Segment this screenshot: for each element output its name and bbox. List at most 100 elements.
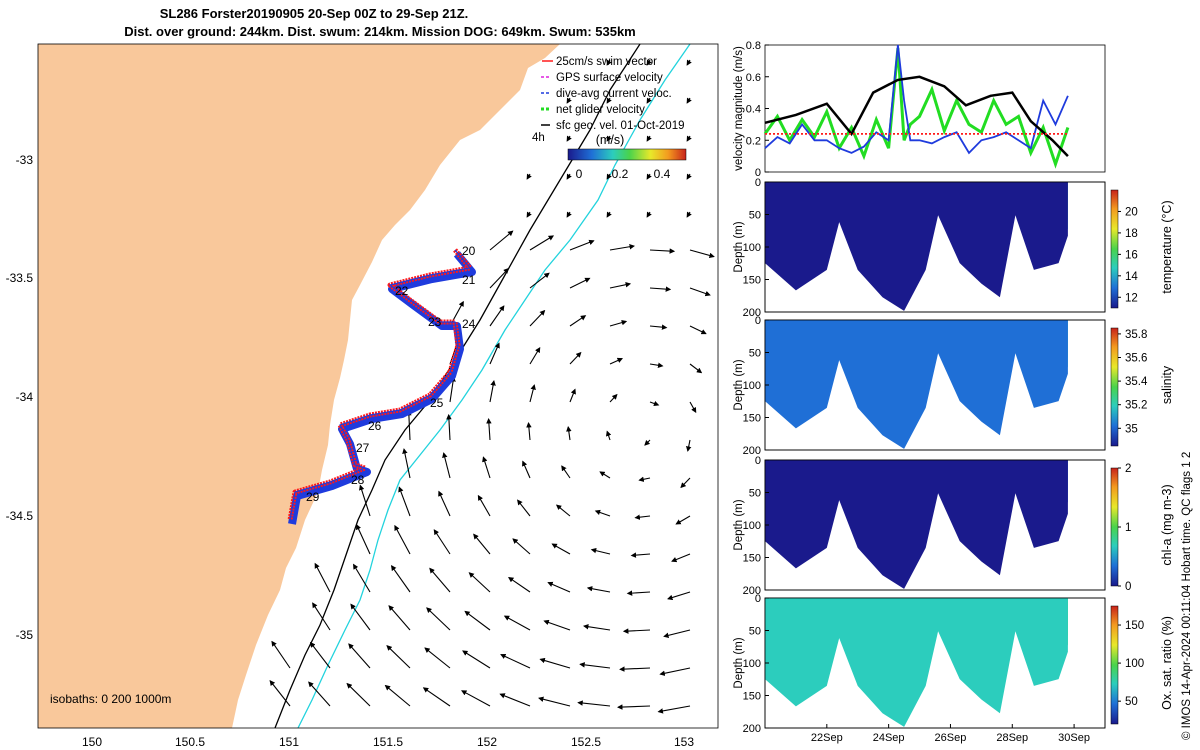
map-frame (37, 43, 719, 729)
depth-tick-1-2: 100 (743, 242, 761, 254)
colorbar-title: (m/s) (596, 133, 624, 147)
date-tick-0: 22Sep (811, 732, 843, 744)
geo-vector-98 (312, 602, 331, 631)
cb-tick-2-3: 35.6 (1125, 353, 1147, 365)
speed-colorbar (567, 148, 687, 161)
vel-ytick-0: 0 (755, 167, 761, 179)
geo-vector-18 (606, 211, 612, 218)
geo-vector-49 (529, 384, 536, 403)
colorbar-tick-0.4: 0.4 (654, 167, 671, 181)
colorbar-4 (1110, 605, 1119, 725)
depth-tick-1-1: 50 (749, 210, 761, 222)
cb-tick-4-2: 150 (1125, 620, 1144, 632)
geo-vector-37 (609, 319, 628, 327)
x-tick-151.5: 151.5 (373, 735, 403, 749)
geo-vector-78 (675, 515, 691, 525)
geo-vector-84 (551, 543, 571, 555)
geo-vector-116 (579, 662, 611, 669)
geo-vector-106 (622, 628, 651, 634)
x-tick-150.5: 150.5 (175, 735, 205, 749)
geo-vector-70 (359, 484, 371, 517)
geo-vector-11 (526, 173, 532, 180)
variable-label-2: salinity (1160, 365, 1174, 404)
depth-tick-4-3: 150 (743, 691, 761, 703)
geo-vector-85 (590, 547, 611, 555)
geo-vector-5 (646, 97, 652, 104)
geo-vector-64 (482, 456, 491, 479)
geo-vector-67 (599, 471, 611, 479)
geo-vector-7 (566, 135, 572, 142)
geo-vector-28 (529, 272, 550, 289)
geo-vector-109 (309, 641, 331, 669)
depth-tick-3-3: 150 (743, 553, 761, 565)
geo-vector-6 (686, 97, 692, 104)
cb-tick-1-0: 12 (1125, 292, 1138, 304)
geo-vector-14 (646, 173, 652, 180)
depth-tick-1-4: 200 (743, 307, 761, 319)
geo-vector-77 (634, 514, 651, 520)
geo-vector-16 (526, 211, 532, 218)
variable-label-4: Ox. sat. ratio (%) (1160, 616, 1174, 710)
section-layer-2-4 (765, 320, 1068, 449)
geo-vector-69 (680, 477, 691, 489)
glider-track (287, 248, 476, 525)
geo-vector-12 (566, 173, 572, 180)
figure-title: SL286 Forster20190905 20-Sep 00Z to 29-S… (159, 6, 469, 21)
geo-vector-99 (350, 603, 371, 631)
day-label-20: 20 (462, 244, 476, 258)
day-label-25: 25 (430, 396, 444, 410)
cb-tick-3-1: 1 (1125, 522, 1131, 534)
depth-tick-4-0: 0 (755, 593, 761, 605)
geo-vector-15 (686, 173, 692, 180)
geo-vector-60 (644, 439, 651, 446)
geo-vector-26 (689, 249, 715, 259)
geo-vector-120 (308, 681, 331, 707)
velocity-series-1 (763, 48, 1070, 169)
geo-vector-76 (594, 509, 611, 517)
geo-vector-100 (388, 605, 411, 631)
geo-vector-3 (566, 97, 572, 104)
geo-vector-75 (555, 504, 571, 517)
map-axes: 150 150.5 151 151.5 152 152.5 153 -33 -3… (6, 153, 695, 749)
geo-vector-61 (685, 439, 692, 452)
vel-ylabel: velocity magnitude (m/s) (733, 46, 745, 171)
geo-vector-13 (606, 173, 612, 180)
geo-vector-89 (353, 563, 371, 593)
geo-vector-39 (689, 325, 707, 335)
legend-geo-vel: sfc geo. vel. 01-Oct-2019 (556, 120, 684, 132)
y-tick-34.5: -34.5 (6, 509, 34, 523)
day-label-22: 22 (395, 284, 409, 298)
cb-tick-2-1: 35.2 (1125, 400, 1147, 412)
section-layer-3-3 (765, 460, 1068, 589)
geo-vector-22 (529, 235, 555, 251)
track-line (289, 249, 472, 521)
geo-vector-52 (649, 400, 660, 407)
depth-tick-2-3: 150 (743, 413, 761, 425)
geo-vector-35 (529, 309, 546, 327)
geo-vector-53 (689, 401, 697, 414)
geo-vector-103 (503, 615, 531, 631)
depth-ylabel-2: Depth (m) (733, 359, 745, 410)
geo-vector-107 (663, 629, 691, 639)
velocity-series-2 (764, 44, 1069, 155)
cb-tick-3-2: 2 (1125, 463, 1131, 475)
geo-vector-79 (356, 524, 371, 555)
cb-tick-1-4: 20 (1125, 206, 1138, 218)
day-label-21: 21 (462, 273, 476, 287)
figure-subtitle: Dist. over ground: 244km. Dist. swum: 21… (124, 24, 636, 39)
geo-vector-9 (646, 135, 652, 142)
geo-vector-113 (462, 650, 491, 669)
day-label-27: 27 (356, 441, 370, 455)
geo-vector-57 (526, 422, 532, 441)
geo-vector-80 (394, 524, 411, 555)
day-label-24: 24 (462, 317, 476, 331)
geo-vector-66 (561, 465, 571, 479)
section-layer-1-4 (765, 182, 1068, 311)
geo-vector-91 (429, 567, 451, 593)
y-tick-33: -33 (16, 153, 34, 167)
geo-vector-101 (426, 607, 451, 631)
credit-text: © IMOS 14-Apr-2024 00:11:04 Hobart time.… (1181, 451, 1193, 740)
geo-vector-55 (446, 413, 452, 441)
geo-vector-110 (348, 643, 371, 669)
geo-vector-124 (461, 690, 491, 707)
